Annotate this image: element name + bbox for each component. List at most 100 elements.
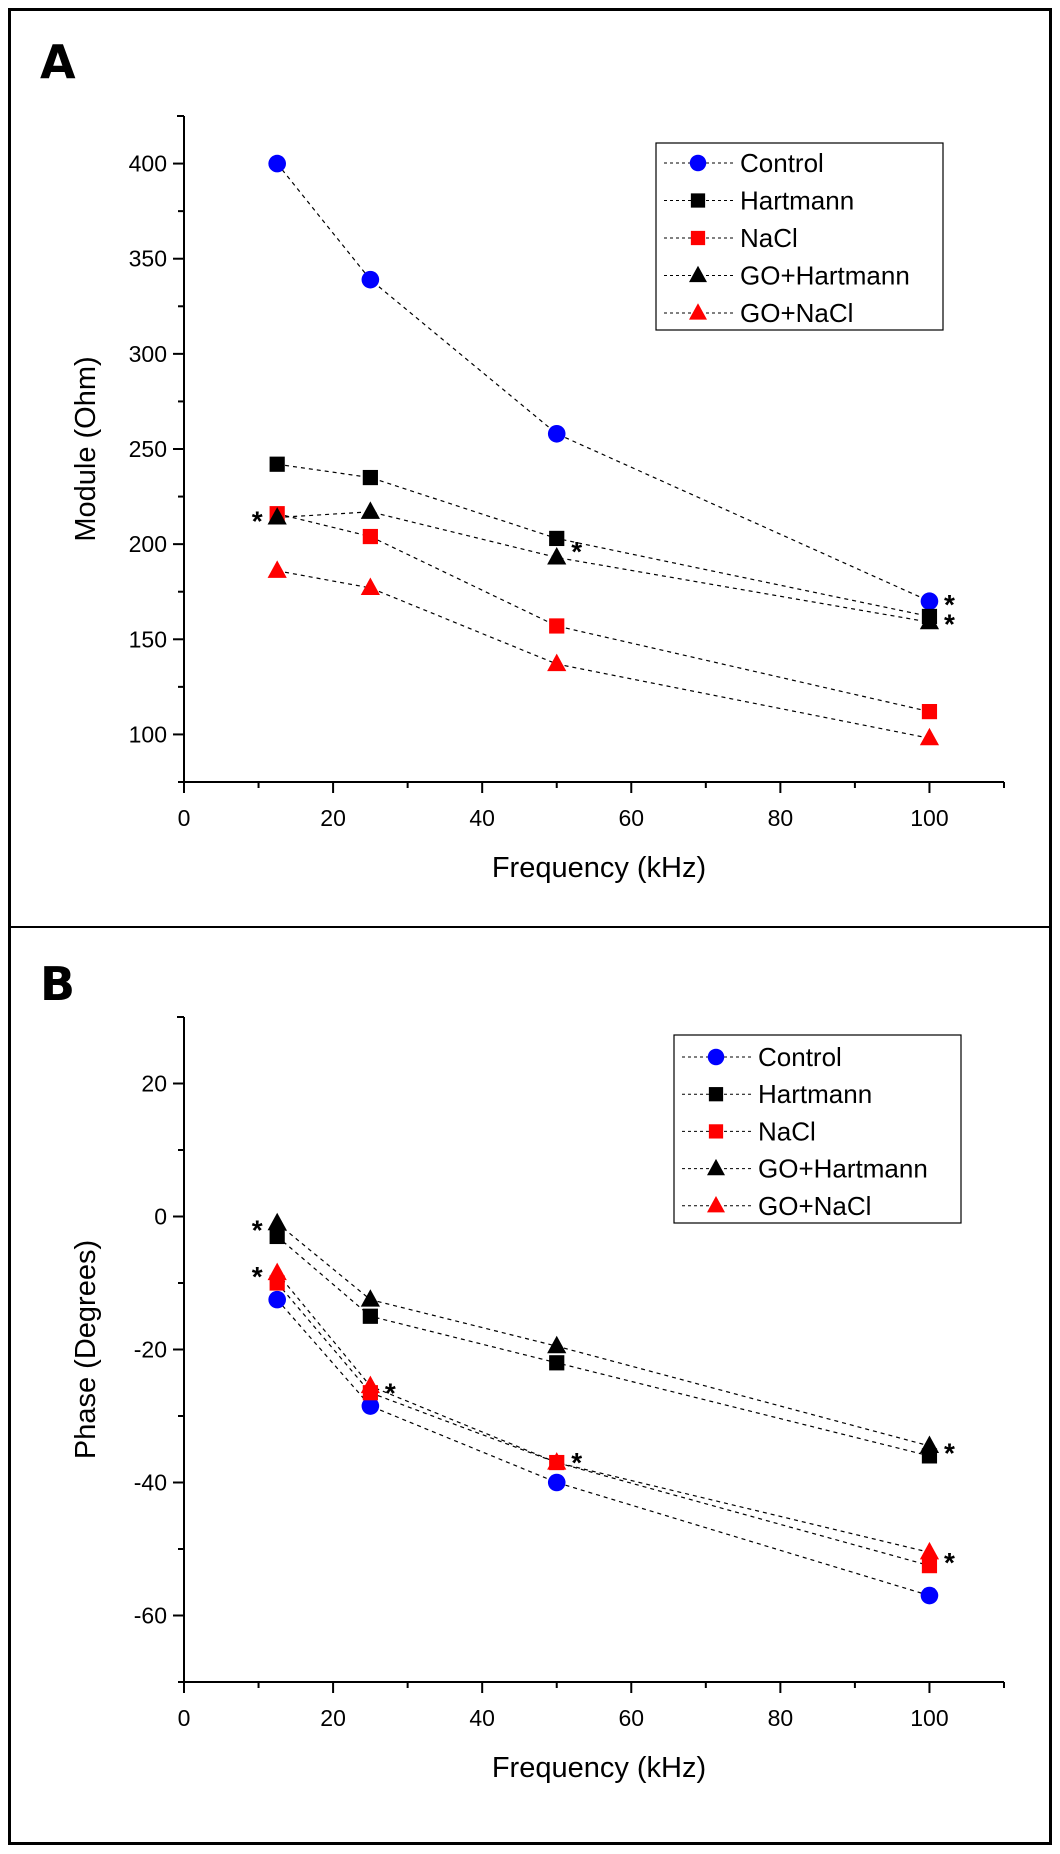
lines-b	[276, 1222, 930, 1597]
panel-b-x-tick-label: 100	[910, 1705, 948, 1731]
panel-a-x-tick-label: 80	[768, 805, 794, 831]
panel-b-y-tick-label: -20	[134, 1337, 167, 1363]
panel-a-x-tick-label: 0	[178, 805, 191, 831]
panel-a-point-control-25	[361, 270, 380, 289]
panel-a-legend-label-go-hartmann: GO+Hartmann	[740, 261, 910, 291]
panel-a-y-tick-label: 100	[129, 721, 167, 747]
panel-b-legend-item-control: Control	[682, 1042, 842, 1072]
panel-b: B -60 -40 -20 0 20 0 20 40 60 80 100 Frequency (kHz…	[40, 957, 1005, 1784]
panel-a-legend-marker-hartmann	[690, 193, 706, 208]
panel-b-point-go-hartmann-50	[547, 1335, 567, 1354]
panel-b-legend-label-go-hartmann: GO+Hartmann	[758, 1154, 928, 1184]
panel-a-legend-marker-nacl	[690, 230, 706, 246]
panel-b-significance-star: *	[571, 1447, 582, 1478]
panel-b-legend-item-go-hartmann: GO+Hartmann	[682, 1154, 928, 1184]
panel-a-legend-item-hartmann: Hartmann	[664, 186, 854, 216]
panel-b-legend-marker-nacl	[708, 1124, 724, 1139]
annotations-b: * * * * * *	[252, 1214, 955, 1578]
panel-a-legend-item-nacl: NaCl	[664, 223, 798, 253]
panel-b-legend-item-go-nacl: GO+NaCl	[682, 1191, 871, 1221]
panel-letter-a: A	[40, 35, 76, 89]
panel-a-y-tick-label: 150	[129, 626, 167, 652]
panel-a-legend-label-hartmann: Hartmann	[740, 186, 854, 216]
panel-a-legend-label-go-nacl: GO+NaCl	[740, 298, 853, 328]
panel-a-y-tick-label: 350	[129, 246, 167, 272]
panel-b-x-tick-label: 80	[768, 1705, 794, 1731]
panel-b-y-tick-label: 20	[141, 1071, 167, 1097]
panel-b-significance-star: *	[944, 1437, 955, 1468]
panel-b-legend-marker-go-nacl	[707, 1196, 725, 1213]
panel-a-point-go-hartmann-50	[547, 547, 567, 565]
panel-b-point-hartmann-50	[549, 1355, 565, 1371]
legend-a: Control Hartmann NaCl GO+Hartmann GO+NaCl	[655, 142, 944, 331]
panel-b-significance-star: *	[252, 1261, 263, 1292]
panel-b-line-nacl	[276, 1282, 930, 1567]
panel-b-line-hartmann	[276, 1235, 930, 1457]
panel-a-line-go-hartmann	[277, 511, 930, 623]
panel-b-point-go-nacl-50	[547, 1452, 567, 1470]
panel-b-legend-label-control: Control	[758, 1042, 842, 1072]
panel-a-significance-star: *	[571, 536, 582, 567]
panel-a-y-tick-label: 200	[129, 531, 167, 557]
panel-a-legend-label-control: Control	[740, 148, 824, 178]
panel-b-line-go-hartmann	[276, 1222, 930, 1447]
axes-a: 100 150 200 250 300 350 400 0 20 40 60 80 100 Frequen…	[70, 115, 1005, 884]
panel-b-point-go-nacl-100	[919, 1541, 940, 1560]
panel-b-y-axis-title: Phase (Degrees)	[70, 1240, 102, 1459]
panel-b-x-tick-label: 60	[618, 1705, 644, 1731]
panel-a-line-go-nacl	[277, 570, 930, 739]
panel-a-legend-item-go-hartmann: GO+Hartmann	[664, 261, 910, 291]
panel-b-point-control-50	[547, 1473, 566, 1492]
panel-a-line-hartmann	[277, 463, 930, 618]
panel-b-y-tick-label: -60	[134, 1603, 167, 1629]
panel-a-legend-label-nacl: NaCl	[740, 223, 798, 253]
panel-a-x-tick-label: 40	[469, 805, 495, 831]
panel-b-legend-item-hartmann: Hartmann	[682, 1079, 872, 1109]
panel-b-point-go-nacl-12_5	[267, 1262, 287, 1281]
panel-a-point-go-hartmann-100	[919, 611, 940, 630]
panel-a-y-axis-title: Module (Ohm)	[70, 356, 102, 541]
panel-a-y-tick-label: 250	[129, 436, 167, 462]
panel-b-legend-marker-go-hartmann	[707, 1158, 725, 1176]
panel-a-significance-star: *	[944, 608, 955, 639]
panel-b-significance-star: *	[252, 1214, 263, 1245]
panel-a-line-control	[276, 163, 930, 602]
panel-b-point-go-hartmann-25	[360, 1289, 380, 1307]
annotations-a: ****	[252, 506, 955, 640]
panel-b-y-tick-label: 0	[154, 1204, 167, 1230]
panel-b-point-control-25	[361, 1397, 380, 1415]
panel-b-line-go-nacl	[276, 1272, 930, 1553]
panel-a-y-tick-label: 300	[129, 341, 167, 367]
panel-a-x-tick-label: 100	[910, 805, 948, 831]
panel-a-x-axis-title: Frequency (kHz)	[492, 852, 706, 884]
panel-a-legend-item-control: Control	[664, 148, 824, 178]
panel-b-legend-item-nacl: NaCl	[682, 1116, 816, 1146]
panel-b-x-axis-title: Frequency (kHz)	[492, 1752, 706, 1784]
panel-a-point-control-12_5	[268, 154, 286, 173]
panel-b-line-control	[276, 1299, 930, 1597]
panel-b-legend-label-go-nacl: GO+NaCl	[758, 1191, 871, 1221]
panel-b-y-tick-label: -40	[134, 1470, 167, 1496]
panel-a-y-tick-label: 400	[129, 151, 167, 177]
panel-a-legend-marker-go-hartmann	[689, 265, 707, 283]
panel-a-significance-star: *	[944, 589, 955, 620]
panel-a-legend-item-go-nacl: GO+NaCl	[664, 298, 853, 328]
panel-b-point-nacl-100	[921, 1558, 938, 1574]
panel-a-x-tick-label: 60	[618, 805, 644, 831]
panel-b-x-tick-label: 40	[469, 1705, 495, 1731]
panel-a-point-go-nacl-25	[360, 577, 380, 595]
panel-a-point-control-50	[547, 424, 566, 443]
panel-b-x-tick-label: 20	[320, 1705, 346, 1731]
panel-b-x-tick-label: 0	[178, 1705, 191, 1731]
panel-b-point-control-12_5	[268, 1290, 286, 1309]
panel-a-point-go-hartmann-12_5	[267, 507, 287, 525]
panel-a-point-go-nacl-50	[547, 653, 567, 672]
panel-b-significance-star: *	[944, 1547, 955, 1578]
panel-a-legend-marker-go-nacl	[689, 303, 707, 320]
panel-a: A 100 150 200 250 300 350 400 0 20 40 60 80 100 Frequ…	[40, 35, 1005, 884]
panel-a-point-hartmann-12_5	[269, 456, 285, 472]
panel-b-legend-label-nacl: NaCl	[758, 1116, 816, 1146]
panel-a-point-nacl-25	[362, 528, 378, 545]
panel-a-point-hartmann-25	[362, 469, 378, 486]
